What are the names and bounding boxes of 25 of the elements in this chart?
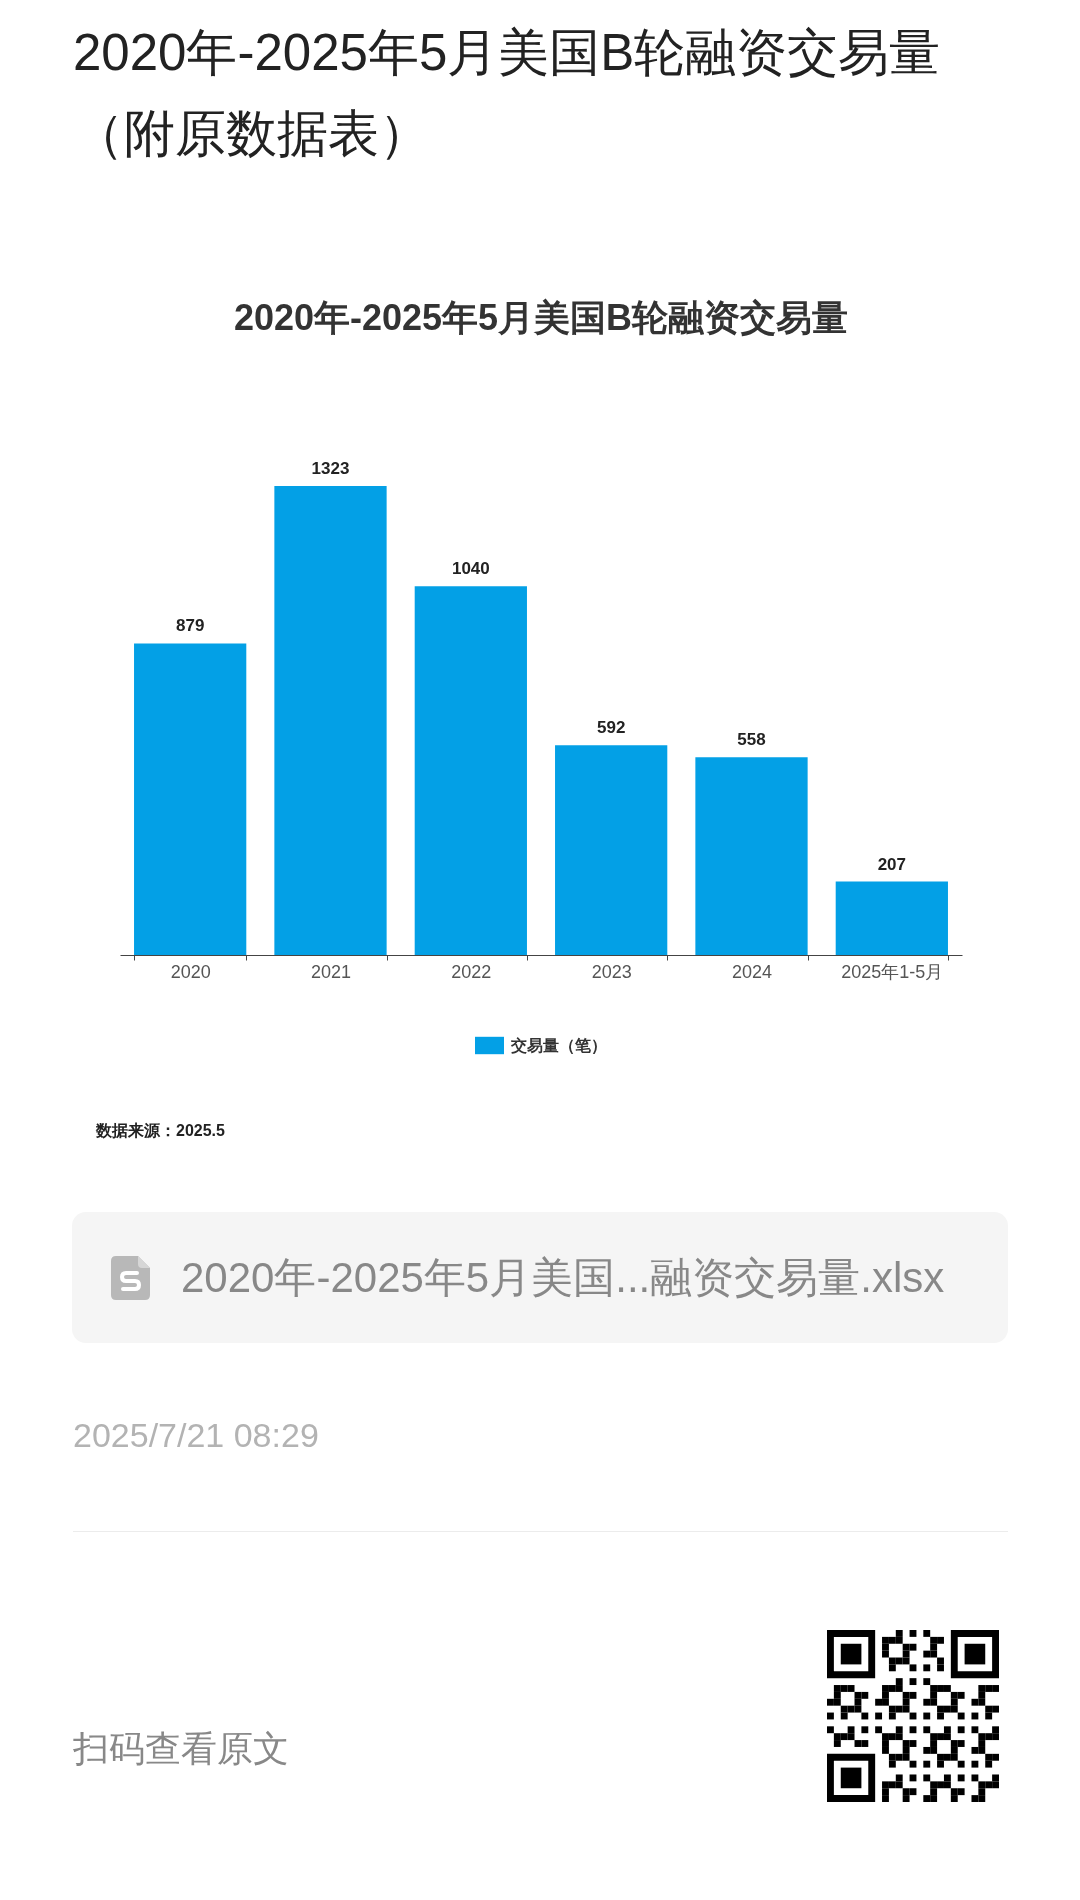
text: 扫码查看原文: [73, 1727, 289, 1771]
bar: [134, 643, 247, 955]
text: 2020年-2025年5月美国B轮融资交易量（附原数据表）: [73, 23, 942, 164]
bar: [414, 586, 527, 955]
bar: [555, 745, 668, 955]
x-tick-label: 2025年1-5月: [841, 961, 944, 982]
data-label: 592: [596, 718, 626, 738]
legend-label: 交易量（笔）: [510, 1035, 607, 1055]
source-note: 数据来源：2025.5: [96, 1121, 225, 1141]
x-tick-label: 2024: [731, 961, 773, 982]
x-tick-label: 2021: [310, 961, 352, 982]
x-tick-label: 2020: [170, 961, 211, 982]
x-tick-label: 2023: [591, 961, 632, 982]
x-tick-label: 2022: [451, 961, 492, 982]
bar: [274, 486, 387, 955]
data-label: 1040: [451, 559, 490, 579]
text: 2025/7/21 08:29: [73, 1415, 319, 1456]
data-label: 1323: [311, 459, 350, 478]
file-card: 2020年-2025年5月美国...融资交易量.xlsx: [72, 1212, 1008, 1343]
chart-title: 2020年-2025年5月美国B轮融资交易量: [233, 297, 849, 338]
bar: [695, 757, 808, 955]
data-label: 207: [877, 854, 907, 874]
data-label: 879: [175, 616, 205, 636]
bar: [835, 881, 948, 955]
data-label: 558: [737, 730, 766, 750]
